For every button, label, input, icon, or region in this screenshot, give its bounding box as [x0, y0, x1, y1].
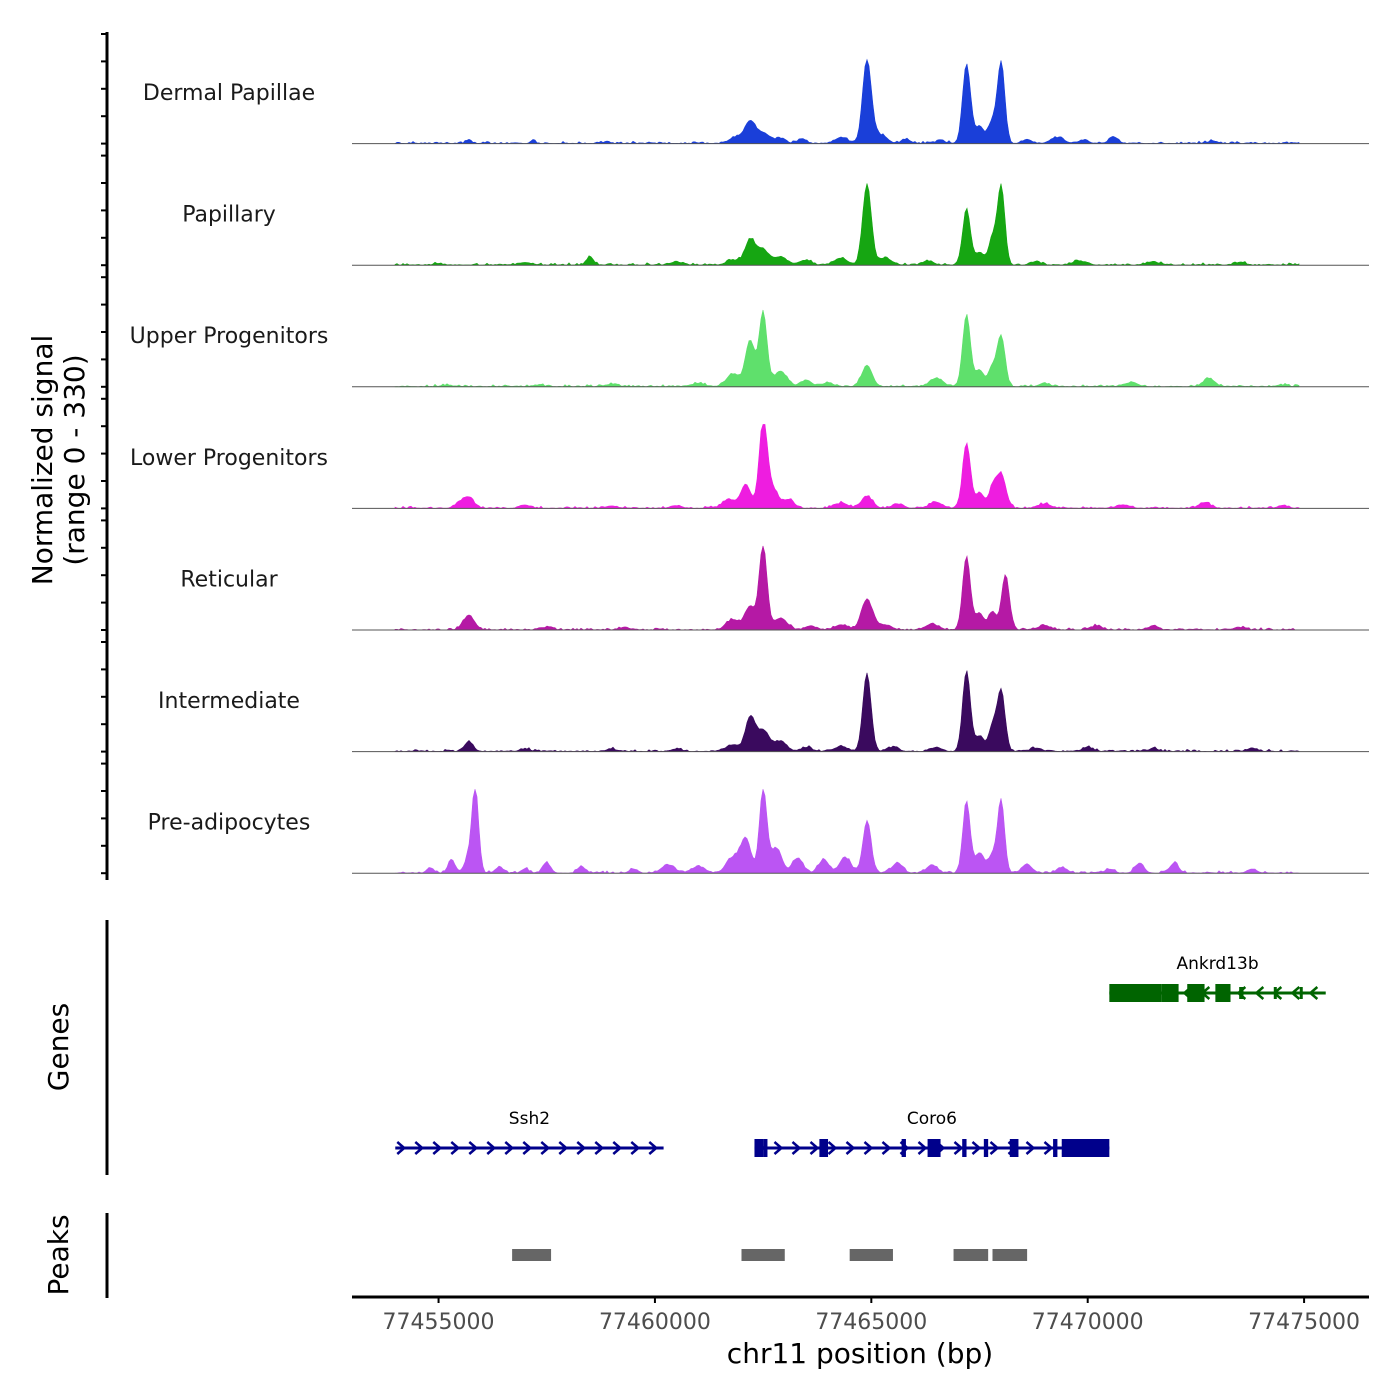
strand-arrow	[773, 1141, 784, 1155]
exon	[927, 1139, 941, 1157]
gene-label: Ssh2	[509, 1109, 550, 1129]
peak-region	[953, 1249, 989, 1261]
strand-arrow	[522, 1141, 533, 1155]
gene-label: Coro6	[907, 1109, 957, 1129]
strand-arrow	[809, 1141, 820, 1155]
coverage-area	[394, 58, 1300, 144]
track-label: Reticular	[180, 567, 278, 592]
coverage-area	[394, 545, 1300, 631]
strand-arrow	[432, 1141, 443, 1155]
strand-arrow	[396, 1141, 407, 1155]
x-axis-title: chr11 position (bp)	[727, 1337, 993, 1370]
genes-panel-label: Genes	[42, 1003, 75, 1091]
track-upper-progenitors: Upper Progenitors	[130, 309, 1369, 388]
strand-arrow	[558, 1141, 569, 1155]
strand-arrow	[450, 1141, 461, 1155]
gene-ssh2: Ssh2	[395, 1109, 664, 1155]
x-tick-label: 77475000	[1248, 1310, 1360, 1335]
strand-arrow	[845, 1141, 856, 1155]
exon	[763, 1139, 768, 1157]
coverage-area	[395, 789, 1300, 874]
track-reticular: Reticular	[180, 545, 1369, 631]
exon	[754, 1139, 764, 1157]
exon	[1299, 987, 1303, 999]
exon	[1187, 984, 1205, 1002]
gene-annotations: Ankrd13b Ssh2 Coro6	[395, 954, 1326, 1157]
strand-arrow	[989, 1141, 1000, 1155]
strand-arrow	[468, 1141, 479, 1155]
strand-arrow	[1290, 986, 1301, 1000]
exon	[1109, 984, 1162, 1002]
exon	[1009, 1139, 1019, 1157]
x-tick-label: 77465000	[815, 1310, 927, 1335]
strand-arrow	[648, 1141, 659, 1155]
track-label: Lower Progenitors	[130, 446, 328, 471]
strand-arrow	[1043, 1141, 1054, 1155]
coverage-tracks: Dermal Papillae Papillary Upper Progenitor…	[130, 58, 1369, 874]
strand-arrow	[630, 1141, 641, 1155]
exon	[1239, 987, 1244, 999]
track-dermal-papillae: Dermal Papillae	[143, 58, 1369, 145]
strand-arrow	[881, 1141, 892, 1155]
track-papillary: Papillary	[182, 183, 1369, 266]
peak-region	[849, 1249, 893, 1261]
track-pre-adipocytes: Pre-adipocytes	[148, 789, 1369, 874]
strand-arrow	[1254, 986, 1265, 1000]
exon	[819, 1139, 829, 1157]
exon	[901, 1139, 906, 1157]
gene-label: Ankrd13b	[1176, 954, 1258, 974]
x-tick-label: 77470000	[1032, 1310, 1144, 1335]
strand-arrow	[612, 1141, 623, 1155]
exon	[1215, 984, 1231, 1002]
strand-arrow	[1025, 1141, 1036, 1155]
strand-arrow	[1308, 986, 1319, 1000]
y-axis-range: (range 0 - 330)	[58, 354, 91, 565]
coverage-area	[394, 670, 1300, 752]
strand-arrow	[594, 1141, 605, 1155]
strand-arrow	[414, 1141, 425, 1155]
exon	[1061, 1139, 1110, 1157]
strand-arrow	[917, 1141, 928, 1155]
exon	[962, 1139, 967, 1157]
x-axis: 77455000 77460000 77465000 77470000 77475000	[352, 1295, 1369, 1335]
strand-arrow	[827, 1141, 838, 1155]
track-intermediate: Intermediate	[158, 670, 1369, 753]
track-label: Papillary	[182, 203, 276, 228]
track-label: Upper Progenitors	[130, 324, 329, 349]
exon	[983, 1139, 989, 1157]
exon	[1161, 984, 1179, 1002]
y-axis-title: Normalized signal	[26, 335, 59, 586]
strand-arrow	[504, 1141, 515, 1155]
strand-arrow	[540, 1141, 551, 1155]
exon	[1053, 1139, 1058, 1157]
track-label: Pre-adipocytes	[148, 811, 311, 836]
track-lower-progenitors: Lower Progenitors	[130, 424, 1369, 509]
strand-arrow	[791, 1141, 802, 1155]
strand-arrow	[863, 1141, 874, 1155]
gene-coro6: Coro6	[754, 1109, 1110, 1157]
track-label: Intermediate	[158, 689, 300, 714]
peak-regions	[512, 1249, 1028, 1261]
peaks-panel-label: Peaks	[42, 1214, 75, 1295]
strand-arrow	[486, 1141, 497, 1155]
signal-y-axis	[101, 32, 109, 880]
gene-ankrd13b: Ankrd13b	[1109, 954, 1326, 1002]
x-tick-label: 77455000	[383, 1310, 495, 1335]
strand-arrow	[953, 1141, 964, 1155]
coverage-area	[394, 183, 1300, 266]
peak-region	[512, 1249, 552, 1261]
x-tick-label: 77460000	[599, 1310, 711, 1335]
track-label: Dermal Papillae	[143, 81, 315, 106]
coverage-area	[394, 309, 1300, 388]
strand-arrow	[971, 1141, 982, 1155]
exon	[1273, 987, 1277, 999]
strand-arrow	[576, 1141, 587, 1155]
peak-region	[741, 1249, 785, 1261]
coverage-area	[394, 424, 1300, 509]
peak-region	[992, 1249, 1028, 1261]
